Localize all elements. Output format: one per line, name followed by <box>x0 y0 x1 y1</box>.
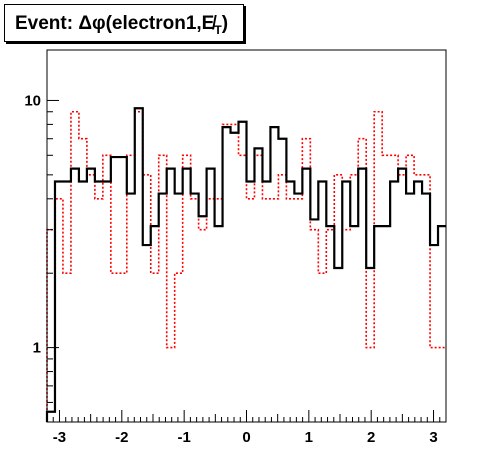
histogram-red-dotted <box>46 110 446 422</box>
chart-title-suffix: ) <box>221 13 229 34</box>
x-tick-label: 1 <box>305 429 313 446</box>
chart-title-subscript: T <box>214 22 222 37</box>
y-tick-label: 1 <box>33 340 41 357</box>
x-tick-label: 3 <box>429 429 437 446</box>
chart-title-box: Event: Δφ(electron1,E̸T) <box>4 4 244 42</box>
x-tick-label: 0 <box>242 429 250 446</box>
x-tick-label: -3 <box>53 429 66 446</box>
histogram-black-solid <box>45 107 446 422</box>
chart-title: Event: Δφ(electron1,E̸T) <box>15 13 228 37</box>
x-tick-label: -2 <box>115 429 128 446</box>
x-tick-label: -1 <box>177 429 190 446</box>
x-tick-label: 2 <box>367 429 375 446</box>
y-tick-label: 10 <box>24 92 41 109</box>
chart-title-main: Event: Δφ(electron1,E̸ <box>15 13 215 34</box>
plot-frame <box>46 49 447 423</box>
